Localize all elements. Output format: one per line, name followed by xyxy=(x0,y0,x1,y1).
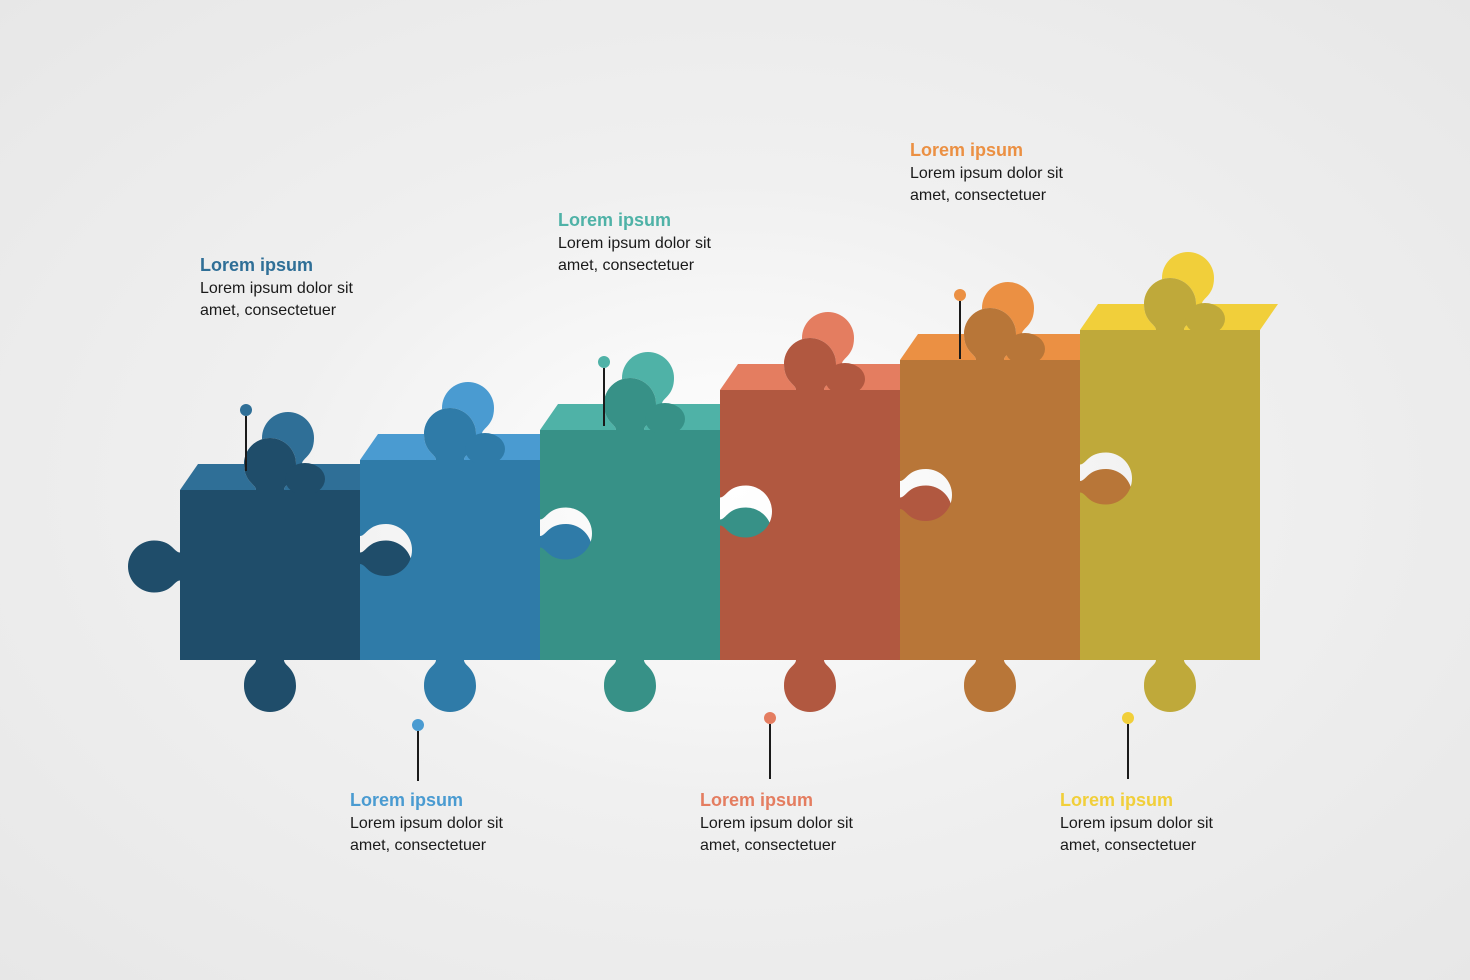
callout: Lorem ipsumLorem ipsum dolor sit amet, c… xyxy=(558,210,748,276)
callout-title: Lorem ipsum xyxy=(910,140,1100,161)
callout-stem xyxy=(769,724,771,779)
callout-pin xyxy=(954,289,966,301)
callout-title: Lorem ipsum xyxy=(1060,790,1250,811)
callout-title: Lorem ipsum xyxy=(200,255,390,276)
callout-body: Lorem ipsum dolor sit amet, consectetuer xyxy=(200,278,390,321)
callout-pin xyxy=(240,404,252,416)
callout-pin xyxy=(412,719,424,731)
callout: Lorem ipsumLorem ipsum dolor sit amet, c… xyxy=(350,790,540,856)
callout-pin xyxy=(764,712,776,724)
callout-stem xyxy=(603,368,605,426)
callout-body: Lorem ipsum dolor sit amet, consectetuer xyxy=(910,163,1100,206)
callout-pin xyxy=(1122,712,1134,724)
callout-stem xyxy=(417,731,419,781)
callout-title: Lorem ipsum xyxy=(558,210,748,231)
callout-stem xyxy=(245,416,247,471)
callout-stem xyxy=(959,301,961,359)
callout-pin xyxy=(598,356,610,368)
callout: Lorem ipsumLorem ipsum dolor sit amet, c… xyxy=(700,790,890,856)
callout-title: Lorem ipsum xyxy=(700,790,890,811)
callout-body: Lorem ipsum dolor sit amet, consectetuer xyxy=(700,813,890,856)
callout-body: Lorem ipsum dolor sit amet, consectetuer xyxy=(1060,813,1250,856)
infographic-canvas: Lorem ipsumLorem ipsum dolor sit amet, c… xyxy=(0,0,1470,980)
callout-title: Lorem ipsum xyxy=(350,790,540,811)
callout-stem xyxy=(1127,724,1129,779)
callout-body: Lorem ipsum dolor sit amet, consectetuer xyxy=(350,813,540,856)
callout: Lorem ipsumLorem ipsum dolor sit amet, c… xyxy=(910,140,1100,206)
callout: Lorem ipsumLorem ipsum dolor sit amet, c… xyxy=(1060,790,1250,856)
callout-body: Lorem ipsum dolor sit amet, consectetuer xyxy=(558,233,748,276)
callout: Lorem ipsumLorem ipsum dolor sit amet, c… xyxy=(200,255,390,321)
